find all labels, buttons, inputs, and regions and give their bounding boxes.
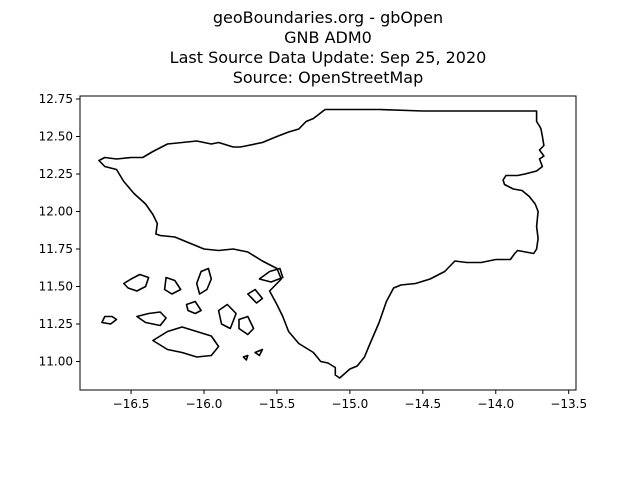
x-tick-label: −14.0 [477,397,514,411]
y-tick-label: 11.50 [39,280,73,294]
y-tick-label: 11.25 [39,317,73,331]
island-boundary [152,326,220,358]
island-boundary [217,303,237,330]
island-boundary [185,300,202,315]
island-boundary [123,273,150,292]
y-tick-label: 11.75 [39,242,73,256]
plot-axes-frame [79,95,577,391]
x-axis: −16.5 −16.0 −15.5 −15.0 −14.5 −14.0 −13.5 [113,390,587,411]
x-tick-label: −14.5 [404,397,441,411]
chart-title: geoBoundaries.org - gbOpen GNB ADM0 Last… [0,8,640,88]
island-boundary [136,311,167,327]
y-tick-label: 12.75 [39,92,73,106]
island-boundary [238,315,255,336]
country-boundary [98,108,545,379]
island-boundary [254,348,264,357]
title-line-3: Last Source Data Update: Sep 25, 2020 [169,48,487,67]
mainland-boundary [98,108,545,379]
y-tick-label: 12.50 [39,130,73,144]
x-tick-label: −15.5 [259,397,296,411]
island-boundary [163,276,182,295]
title-line-4: Source: OpenStreetMap [232,68,424,87]
island-boundary [258,267,284,283]
x-tick-label: −16.5 [113,397,150,411]
island-boundary [247,288,264,304]
x-tick-label: −15.0 [331,397,368,411]
x-tick-label: −16.0 [186,397,223,411]
island-boundary [101,315,118,325]
y-axis: 11.00 11.25 11.50 11.75 12.00 12.25 12.50 12.75 [39,92,80,369]
y-tick-label: 12.00 [39,205,73,219]
title-line-1: geoBoundaries.org - gbOpen [212,8,444,27]
island-boundary [195,267,213,295]
y-tick-label: 12.25 [39,167,73,181]
x-tick-label: −13.5 [550,397,587,411]
title-line-2: GNB ADM0 [284,28,372,47]
y-tick-label: 11.00 [39,355,73,369]
island-boundary [242,354,249,361]
